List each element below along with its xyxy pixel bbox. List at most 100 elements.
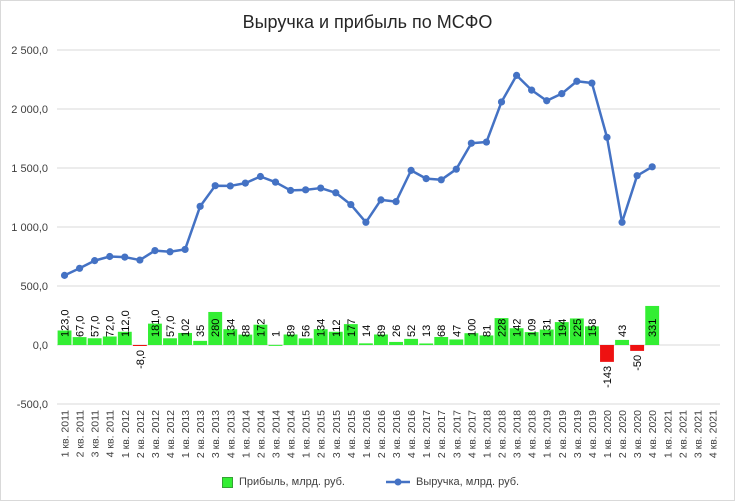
legend-swatch-revenue (386, 478, 410, 486)
revenue-point (392, 198, 400, 206)
line-series (60, 71, 656, 279)
bar-data-label: 81 (481, 325, 493, 337)
revenue-point (60, 271, 69, 279)
x-tick-label: 1 кв. 2011 (60, 410, 72, 458)
profit-bar (223, 329, 238, 345)
profit-bar (238, 334, 253, 345)
revenue-point (497, 98, 506, 106)
revenue-point (136, 256, 144, 264)
bar-data-label: 109 (527, 319, 539, 337)
bar-data-label: -50 (632, 355, 644, 371)
revenue-point (286, 186, 295, 195)
bar-data-label: 47 (451, 325, 463, 337)
profit-bar (87, 338, 102, 345)
bar-data-label: 112,0 (120, 310, 132, 337)
revenue-point (181, 245, 189, 254)
profit-bar (358, 343, 373, 345)
profit-bar (163, 338, 177, 345)
x-tick-label: 2 кв. 2016 (376, 410, 388, 458)
bar-data-label: 68 (436, 325, 448, 337)
revenue-point (317, 184, 325, 192)
bar-data-label: 102 (180, 319, 192, 337)
x-tick-label: 3 кв. 2021 (692, 410, 704, 458)
bar-data-label: 158 (587, 319, 599, 337)
bar-data-label: 181,0 (150, 309, 162, 337)
bar-data-label: 142 (512, 319, 524, 337)
revenue-point (467, 139, 475, 147)
x-tick-label: 3 кв. 2017 (451, 410, 463, 458)
revenue-point (196, 202, 204, 210)
bar-data-label: 134 (225, 319, 237, 337)
revenue-point (618, 218, 626, 226)
bar-data-label: 13 (421, 325, 433, 337)
revenue-point (151, 247, 159, 255)
x-tick-label: 2 кв. 2011 (75, 410, 87, 458)
y-tick-label: 500,0 (20, 281, 48, 293)
revenue-point (332, 189, 340, 197)
x-tick-label: 1 кв. 2012 (120, 410, 132, 458)
revenue-point (271, 178, 280, 186)
x-tick-label: 1 кв. 2021 (662, 410, 674, 458)
revenue-point (588, 79, 596, 87)
profit-bar (584, 326, 599, 345)
profit-bar (404, 338, 419, 345)
profit-bar (389, 341, 403, 345)
x-tick-label: 4 кв. 2019 (587, 410, 599, 458)
bar-data-label: 56 (301, 325, 313, 337)
y-tick-label: 1 000,0 (11, 222, 48, 234)
bar-data-label: 57,0 (165, 316, 177, 337)
bar-data-label: 52 (406, 325, 418, 337)
bar-data-label: 123,0 (60, 309, 72, 337)
bar-data-label: 89 (376, 325, 388, 337)
x-tick-label: 3 кв. 2012 (150, 410, 162, 458)
profit-bar (283, 334, 298, 345)
x-tick-label: 4 кв. 2011 (105, 410, 117, 458)
revenue-point (302, 186, 310, 194)
x-tick-label: 3 кв. 2014 (270, 410, 282, 458)
profit-bar (132, 345, 147, 346)
bar-data-label: 177 (346, 319, 358, 337)
revenue-point (377, 196, 385, 204)
y-axis: -500,0 0,0 500,0 1 000,0 1 500,0 2 000,0 2 500… (11, 45, 48, 411)
x-tick-label: 2 кв. 2013 (195, 410, 207, 458)
bar-data-label: 67,0 (75, 316, 87, 337)
legend-item-revenue: Выручка, млрд. руб. (386, 476, 519, 488)
profit-bar (464, 333, 479, 345)
revenue-point (512, 71, 521, 79)
bar-data-label: 43 (617, 325, 629, 337)
x-tick-label: 3 кв. 2020 (632, 410, 644, 458)
revenue-point (603, 133, 611, 141)
bar-data-label: 14 (361, 325, 373, 337)
revenue-point (166, 248, 174, 256)
x-tick-label: 4 кв. 2017 (466, 410, 478, 458)
bar-data-label: 228 (497, 319, 509, 337)
bar-data-label: 172 (255, 319, 267, 337)
revenue-point (648, 163, 656, 171)
revenue-point (91, 257, 99, 265)
bar-data-label: 280 (210, 319, 222, 337)
x-tick-label: 4 кв. 2012 (165, 410, 177, 458)
profit-bar (328, 331, 343, 345)
profit-bar (524, 332, 539, 345)
x-tick-label: 3 кв. 2015 (331, 410, 343, 458)
revenue-point (362, 218, 370, 226)
y-tick-label: 2 000,0 (11, 104, 48, 116)
bar-data-label: 88 (240, 325, 252, 337)
x-axis: 1 кв. 2011 2 кв. 2011 3 кв. 2011 4 кв. 2011… (60, 410, 720, 458)
revenue-point (76, 264, 84, 272)
profit-bar (117, 331, 132, 345)
x-tick-label: 3 кв. 2019 (572, 410, 584, 458)
profit-bar (434, 336, 449, 345)
profit-bar (343, 324, 358, 345)
legend-swatch-profit (222, 476, 233, 488)
bar-data-label: 1 (270, 331, 282, 337)
profit-bar (313, 329, 328, 345)
profit-bar (600, 345, 614, 362)
x-tick-label: 2 кв. 2018 (497, 410, 509, 458)
x-tick-label: 4 кв. 2015 (346, 410, 358, 458)
profit-bar (298, 338, 313, 345)
profit-bar (479, 335, 494, 345)
x-tick-label: 3 кв. 2011 (90, 410, 102, 458)
revenue-point (482, 138, 491, 146)
